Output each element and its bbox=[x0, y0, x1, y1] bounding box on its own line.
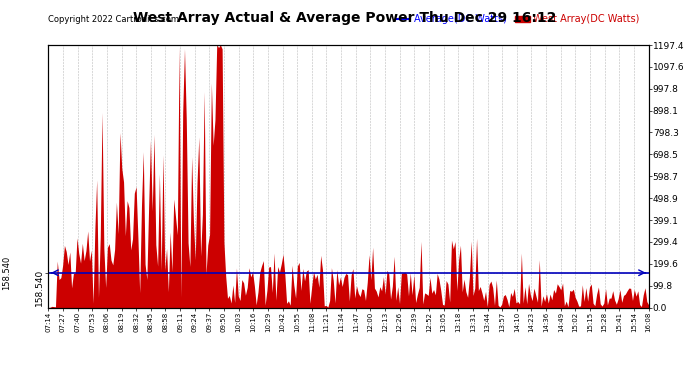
Text: West Array Actual & Average Power Thu Dec 29 16:12: West Array Actual & Average Power Thu De… bbox=[133, 11, 557, 25]
Text: 158.540: 158.540 bbox=[2, 256, 11, 290]
Text: Copyright 2022 Cartronics.com: Copyright 2022 Cartronics.com bbox=[48, 15, 179, 24]
Legend: Average(DC Watts), West Array(DC Watts): Average(DC Watts), West Array(DC Watts) bbox=[392, 10, 644, 28]
